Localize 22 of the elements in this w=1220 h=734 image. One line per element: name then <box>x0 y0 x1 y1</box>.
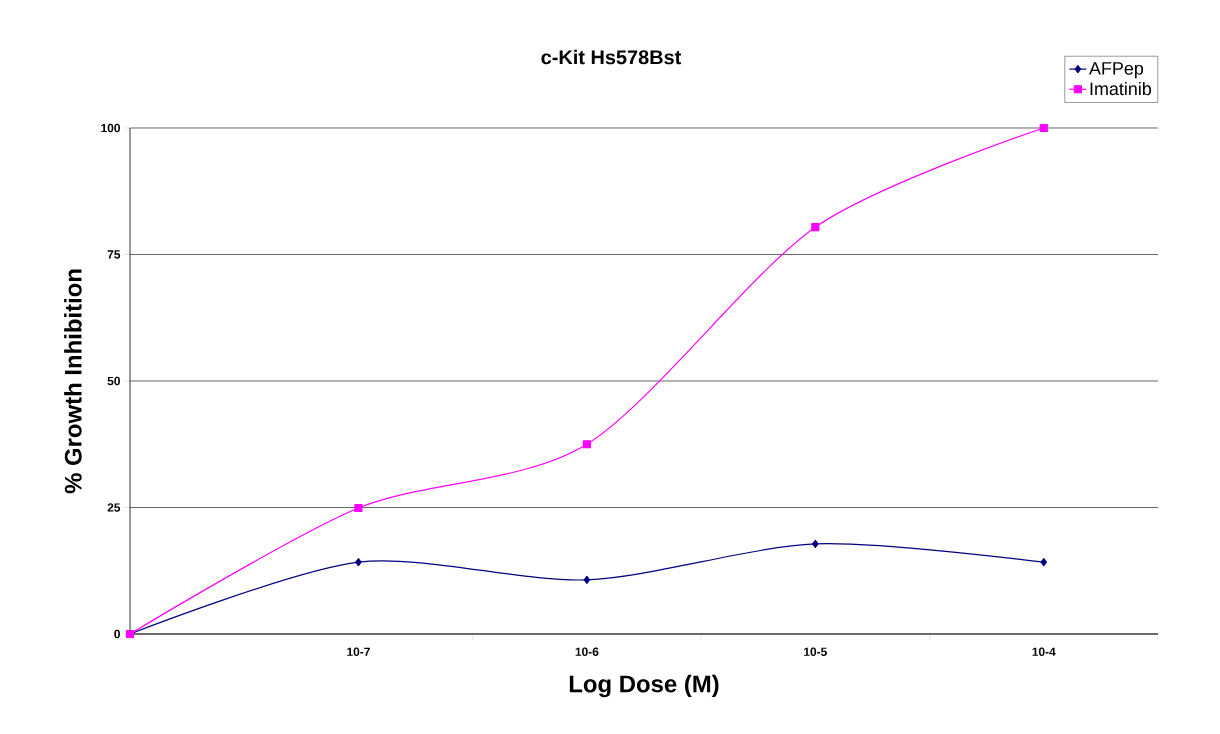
point <box>582 440 591 449</box>
x-tick-label: 10-4 <box>1032 647 1056 656</box>
point <box>1039 123 1048 133</box>
legend-label: Imatinib <box>1090 82 1152 96</box>
y-tick-label: 0 <box>114 629 120 639</box>
y-tick-label: 75 <box>107 250 121 259</box>
point <box>355 558 362 567</box>
y-axis-title: % Growth Inhibition <box>64 269 82 494</box>
x-tick-label: 10-5 <box>804 647 827 656</box>
y-tick-label: 50 <box>107 376 120 386</box>
y-tick-label: 100 <box>101 123 120 133</box>
x-axis-title: Log Dose (M) <box>569 674 719 698</box>
x-tick-label: 10-6 <box>575 647 599 656</box>
point <box>354 503 363 513</box>
point <box>812 539 819 549</box>
point <box>583 575 591 584</box>
point <box>811 223 820 232</box>
legend-label: AFPep <box>1089 62 1144 79</box>
y-tick-label: 25 <box>107 503 121 512</box>
chart-title: c-Kit Hs578Bst <box>541 49 682 65</box>
point <box>1040 558 1047 567</box>
x-tick-label: 10-7 <box>347 647 370 656</box>
